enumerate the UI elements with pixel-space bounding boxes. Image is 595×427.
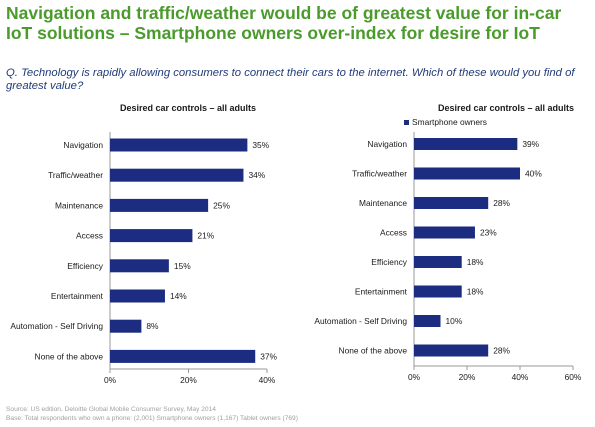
value-label: 35% (252, 140, 269, 150)
bar (414, 167, 520, 180)
value-label: 28% (493, 198, 510, 208)
value-label: 23% (480, 228, 497, 238)
bar (414, 315, 441, 327)
category-label: Navigation (63, 140, 103, 150)
bar (414, 138, 518, 150)
value-label: 18% (467, 257, 484, 267)
x-tick-label: 40% (512, 372, 529, 382)
bar (110, 168, 244, 182)
x-tick-label: 0% (104, 375, 117, 385)
x-tick-label: 60% (565, 372, 582, 382)
bar (110, 349, 256, 363)
bar (110, 138, 248, 152)
value-label: 18% (467, 287, 484, 297)
slide-title: Navigation and traffic/weather would be … (6, 3, 591, 43)
bar (110, 289, 165, 303)
value-label: 10% (446, 316, 463, 326)
value-label: 39% (522, 139, 539, 149)
chart-smartphone-owners: Desired car controls – all adults Smartph… (314, 103, 582, 382)
bar (110, 229, 193, 243)
bar (414, 197, 489, 209)
bar (110, 198, 209, 212)
value-label: 37% (260, 351, 277, 361)
category-label: Traffic/weather (352, 169, 407, 179)
bar (414, 285, 462, 298)
legend-label: Smartphone owners (412, 117, 487, 127)
category-label: None of the above (35, 351, 104, 361)
category-label: None of the above (339, 346, 408, 356)
value-label: 28% (493, 346, 510, 356)
value-label: 21% (197, 231, 214, 241)
value-label: 8% (146, 321, 159, 331)
category-label: Maintenance (359, 198, 407, 208)
category-label: Efficiency (67, 261, 104, 271)
x-tick-label: 20% (459, 372, 476, 382)
value-label: 25% (213, 200, 230, 210)
x-tick-label: 0% (408, 372, 421, 382)
source-note: Source: US edition, Deloitte Global Mobi… (6, 406, 216, 413)
bar (414, 226, 475, 239)
value-label: 15% (174, 261, 191, 271)
category-label: Entertainment (355, 287, 408, 297)
base-note: Base: Total respondents who own a phone:… (6, 415, 298, 422)
category-label: Automation - Self Driving (314, 316, 407, 326)
category-label: Navigation (367, 139, 407, 149)
legend-swatch (404, 120, 409, 125)
chart-title: Desired car controls – all adults (120, 103, 256, 113)
bar (414, 344, 489, 357)
category-label: Entertainment (51, 291, 104, 301)
value-label: 14% (170, 291, 187, 301)
bar (414, 256, 462, 268)
bar (110, 319, 142, 333)
slide-title-line-1: Navigation and traffic/weather would be … (6, 3, 562, 23)
category-label: Maintenance (55, 200, 103, 210)
category-label: Traffic/weather (48, 170, 103, 180)
category-label: Efficiency (371, 257, 408, 267)
x-tick-label: 40% (259, 375, 276, 385)
category-label: Automation - Self Driving (10, 321, 103, 331)
x-tick-label: 20% (180, 375, 197, 385)
bar (110, 259, 169, 273)
survey-question: Q. Technology is rapidly allowing consum… (6, 67, 575, 92)
chart-title: Desired car controls – all adults (438, 103, 574, 113)
value-label: 40% (525, 169, 542, 179)
category-label: Access (76, 231, 103, 241)
slide-title-line-2: IoT solutions – Smartphone owners over-i… (6, 23, 540, 43)
category-label: Access (380, 228, 407, 238)
value-label: 34% (248, 170, 265, 180)
chart-all-adults: Desired car controls – all adults 0% 20% 40… (10, 103, 277, 385)
